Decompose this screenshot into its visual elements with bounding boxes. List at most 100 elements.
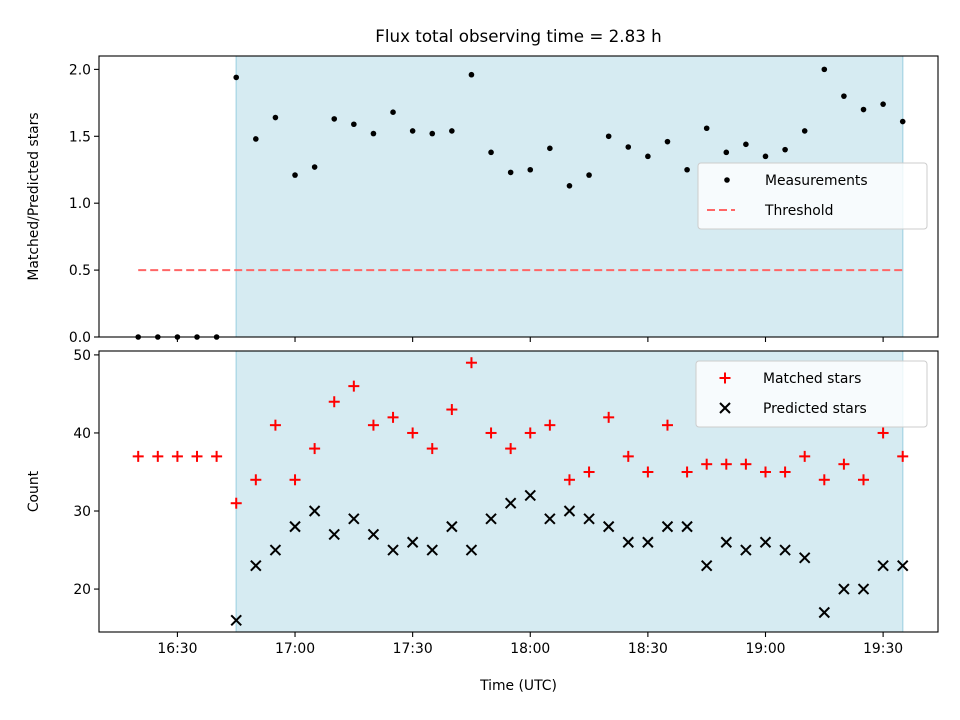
y-tick-label: 2.0	[69, 62, 91, 78]
matched-stars-point	[701, 458, 713, 470]
predicted-x-b	[387, 544, 399, 556]
measurement-point	[821, 66, 828, 73]
matched-stars-point	[681, 466, 693, 478]
matched-stars-point	[642, 466, 654, 478]
predicted-x-b	[269, 544, 282, 556]
matched-stars-point	[465, 357, 477, 369]
matched-stars-point	[152, 450, 164, 462]
predicted-x-b	[681, 520, 693, 533]
predicted-x-b	[779, 544, 791, 556]
predicted-x-b	[759, 536, 772, 548]
predicted-stars-point	[465, 544, 478, 556]
predicted-x-b	[485, 513, 497, 525]
predicted-stars-point	[622, 536, 634, 548]
measurement-point	[547, 145, 553, 152]
predicted-stars-point	[269, 544, 282, 556]
legend-label: Predicted stars	[763, 401, 867, 417]
predicted-x-b	[798, 552, 811, 564]
predicted-x-b	[622, 536, 634, 548]
predicted-x-b	[348, 513, 360, 525]
legend-marker-predicted-b	[719, 402, 731, 414]
predicted-stars-point	[406, 536, 419, 548]
predicted-x-b	[838, 583, 850, 595]
predicted-stars-point	[348, 513, 360, 525]
matched-stars-point	[387, 411, 399, 423]
predicted-stars-point	[446, 520, 458, 533]
legend-box	[697, 162, 928, 230]
x-tick-label: 18:30	[628, 641, 668, 657]
predicted-x-b	[897, 559, 909, 572]
measurement-point	[370, 130, 377, 137]
predicted-stars-point	[897, 559, 909, 572]
y-tick-label: 0.5	[69, 263, 91, 279]
predicted-stars-point	[544, 513, 556, 525]
predicted-stars-point	[740, 544, 752, 556]
predicted-x-b	[877, 559, 889, 572]
matched-stars-point	[426, 443, 438, 455]
measurement-point	[899, 118, 906, 125]
matched-stars-point	[407, 427, 419, 439]
predicted-x-b	[250, 559, 262, 572]
axes-frame	[98, 55, 939, 338]
matched-stars-point	[818, 474, 830, 486]
predicted-stars-point	[700, 559, 713, 572]
measurement-point	[253, 136, 259, 142]
predicted-stars-point	[661, 520, 674, 533]
predicted-x-b	[661, 520, 674, 533]
legend-marker-measurement	[724, 177, 730, 183]
y-tick-label: 40	[73, 426, 91, 442]
predicted-stars-point	[308, 505, 321, 517]
axes-frame	[98, 350, 939, 633]
measurement-point	[625, 144, 632, 150]
predicted-stars-point	[838, 583, 850, 595]
y-tick-label: 0.0	[69, 330, 91, 346]
predicted-x-b	[524, 489, 536, 502]
matched-stars-point	[269, 419, 281, 431]
measurement-point	[507, 169, 514, 176]
predicted-stars-point	[250, 559, 262, 572]
predicted-stars-point	[877, 559, 889, 572]
predicted-x-b	[857, 583, 870, 595]
measurement-point	[527, 166, 534, 173]
y-tick-label: 1.0	[69, 196, 91, 212]
matched-stars-point	[877, 427, 889, 439]
measurement-point	[723, 149, 730, 156]
legend: Matched stars Predicted stars	[695, 360, 928, 428]
count-panel: 20 30 40 50 16:30 17:00 17:30 18:00 18:30 19:00 19…	[26, 348, 939, 657]
predicted-x-b	[289, 520, 301, 533]
matched-stars-point	[779, 466, 791, 478]
predicted-x-b	[308, 505, 321, 517]
predicted-stars-point	[681, 520, 693, 533]
matched-stars-point	[661, 419, 673, 431]
measurement-point	[841, 93, 847, 99]
ratio-panel: 0.0 0.5 1.0 1.5 2.0 Matched/Predicted stars Me…	[26, 55, 939, 346]
y-axis-label: Count	[26, 470, 42, 512]
predicted-x-b	[602, 520, 615, 533]
predicted-x-b	[426, 544, 438, 556]
predicted-x-b	[328, 528, 340, 541]
x-tick-label: 17:00	[275, 641, 315, 657]
measurement-point	[429, 130, 436, 137]
x-tick-label: 16:30	[157, 641, 197, 657]
measurement-point	[645, 153, 651, 160]
measurement-point	[860, 106, 867, 113]
predicted-stars-point	[328, 528, 340, 541]
measurement-point	[664, 138, 671, 145]
predicted-stars-point	[798, 552, 811, 564]
legend-box	[695, 360, 928, 428]
legend-label: Measurements	[765, 173, 868, 189]
predicted-x-b	[544, 513, 556, 525]
predicted-x-b	[740, 544, 752, 556]
predicted-x-b	[563, 505, 576, 517]
matched-stars-point	[583, 466, 595, 478]
measurement-point	[468, 71, 475, 78]
matched-stars-point	[171, 450, 183, 462]
matched-stars-point	[250, 474, 262, 486]
measurement-point	[292, 172, 298, 178]
y-tick-label: 20	[73, 582, 91, 598]
y-tick-label: 50	[73, 348, 91, 364]
x-tick-label: 18:00	[510, 641, 550, 657]
measurement-point	[233, 74, 240, 81]
predicted-stars-point	[818, 606, 831, 619]
